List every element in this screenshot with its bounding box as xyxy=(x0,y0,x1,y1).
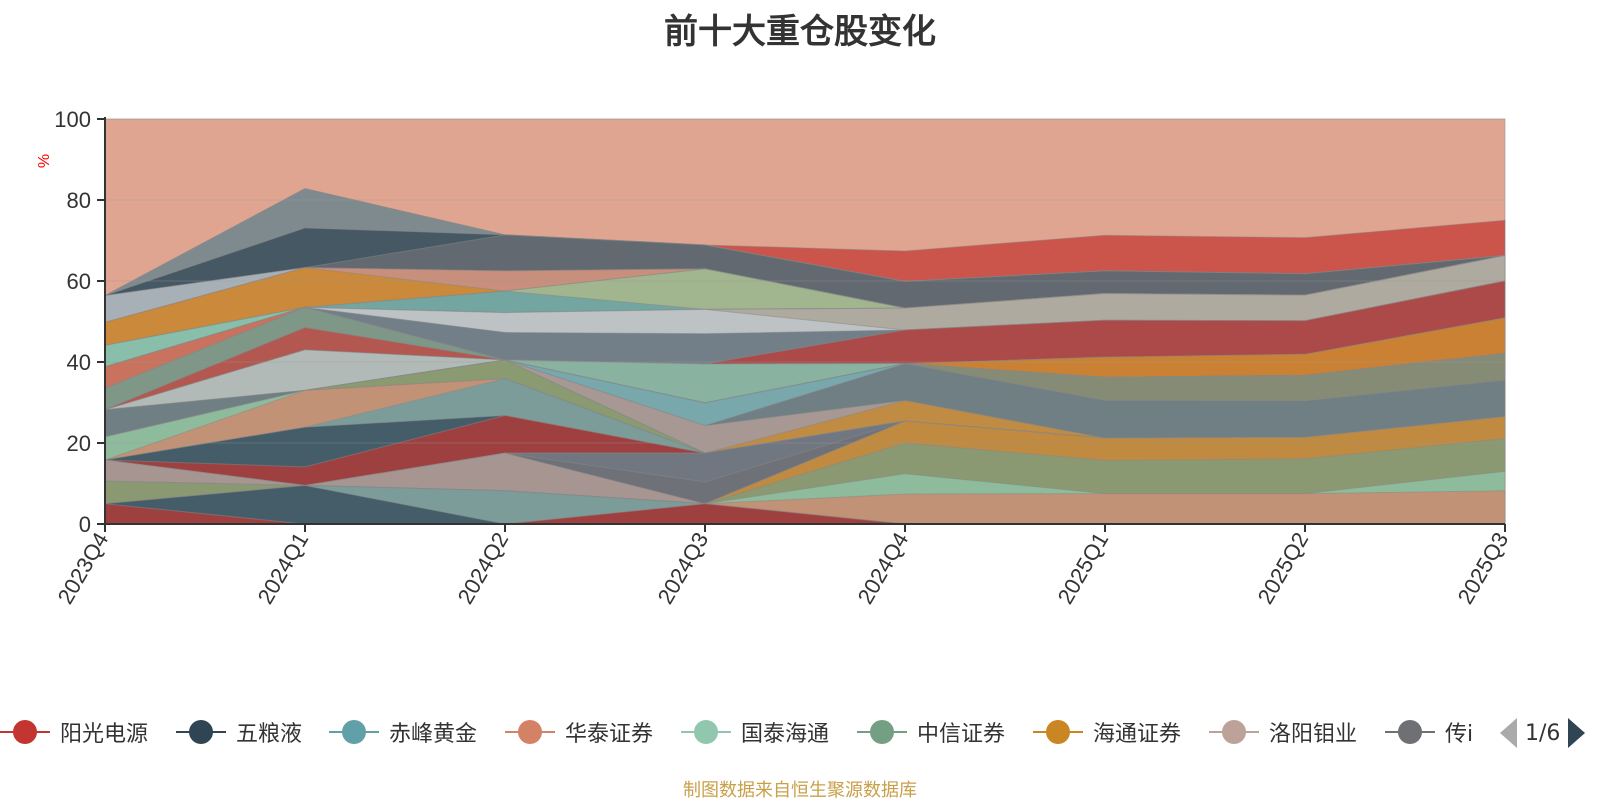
legend-label: 传i xyxy=(1445,722,1474,747)
legend-item[interactable]: 五粮液 xyxy=(176,712,302,752)
y-tick-label: 100 xyxy=(54,107,91,132)
x-tick-label: 2023Q4 xyxy=(53,528,114,608)
x-tick-label: 2024Q1 xyxy=(253,528,314,608)
legend-marker-icon xyxy=(1033,717,1083,747)
y-tick-label: 80 xyxy=(67,188,91,213)
legend-marker-icon xyxy=(1385,717,1435,747)
legend-item[interactable]: 海通证券 xyxy=(1033,712,1181,752)
legend-item[interactable]: 中信证券 xyxy=(857,712,1005,752)
legend-pager: 1/6 xyxy=(1500,716,1586,750)
legend-marker-icon xyxy=(329,717,379,747)
x-tick-label: 2025Q2 xyxy=(1253,528,1314,608)
legend-item[interactable]: 传i xyxy=(1385,712,1473,752)
legend-item[interactable]: 国泰海通 xyxy=(681,712,829,752)
legend-label: 海通证券 xyxy=(1093,722,1182,747)
x-tick-label: 2024Q4 xyxy=(853,528,914,608)
chart-title: 前十大重仓股变化 xyxy=(664,12,936,52)
legend-page-indicator: 1/6 xyxy=(1525,720,1561,746)
stacked-area-chart: 0 20 40 60 80 100 2023Q4 2024Q1 2024Q2 2024Q3 2024… xyxy=(36,107,1514,608)
legend-label: 赤峰黄金 xyxy=(389,722,478,747)
legend-label: 阳光电源 xyxy=(60,722,149,747)
x-tick-label: 2025Q3 xyxy=(1453,528,1514,608)
next-page-icon[interactable] xyxy=(1568,718,1586,748)
legend-item[interactable]: 阳光电源 xyxy=(0,712,148,752)
legend-label: 五粮液 xyxy=(236,722,303,747)
y-tick-label: 0 xyxy=(79,512,91,537)
legend: 阳光电源 五粮液 赤峰黄金 华泰证券 国泰海通 中信证券 海通证券 洛阳钼业 传i xyxy=(0,712,1500,752)
x-tick-label: 2024Q2 xyxy=(453,528,514,608)
y-tick-label: 40 xyxy=(67,350,91,375)
legend-marker-icon xyxy=(1209,717,1259,747)
legend-marker-icon xyxy=(505,717,555,747)
legend-item[interactable]: 华泰证券 xyxy=(505,712,653,752)
x-tick-label: 2024Q3 xyxy=(653,528,714,608)
legend-label: 中信证券 xyxy=(917,722,1006,747)
legend-item[interactable]: 赤峰黄金 xyxy=(329,712,477,752)
legend-marker-icon xyxy=(857,717,907,747)
legend-label: 洛阳钼业 xyxy=(1269,722,1358,747)
source-note: 制图数据来自恒生聚源数据库 xyxy=(683,780,917,801)
legend-item[interactable]: 洛阳钼业 xyxy=(1209,712,1357,752)
y-axis-label: % xyxy=(36,154,53,168)
area-layers xyxy=(104,118,1506,525)
legend-marker-icon xyxy=(0,717,50,747)
x-tick-label: 2025Q1 xyxy=(1053,528,1114,608)
legend-label: 华泰证券 xyxy=(565,722,654,747)
legend-marker-icon xyxy=(681,717,731,747)
legend-label: 国泰海通 xyxy=(741,722,830,747)
y-tick-label: 20 xyxy=(67,431,91,456)
y-tick-label: 60 xyxy=(67,269,91,294)
previous-page-icon[interactable] xyxy=(1500,718,1517,748)
legend-marker-icon xyxy=(176,717,226,747)
